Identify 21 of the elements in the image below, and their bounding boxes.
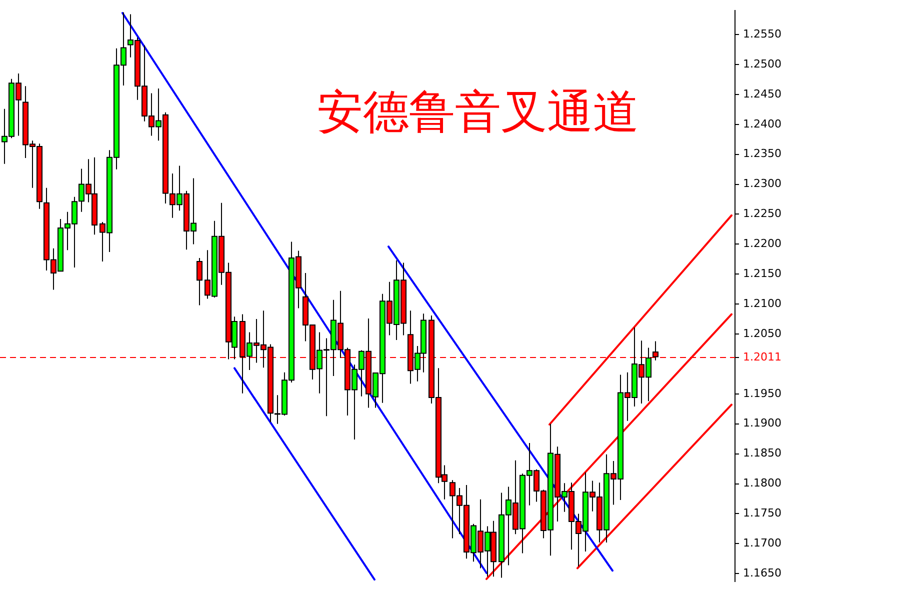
candlestick bbox=[196, 257, 202, 306]
y-tick-label: 1.2400 bbox=[743, 117, 782, 130]
y-tick-label: 1.1750 bbox=[743, 506, 782, 520]
y-tick-label: 1.1800 bbox=[743, 476, 782, 490]
ref-line-label: 1.2011 bbox=[743, 350, 782, 364]
y-tick-label: 1.2500 bbox=[743, 57, 782, 70]
y-tick-label: 1.1950 bbox=[743, 386, 782, 400]
y-tick-label: 1.2350 bbox=[743, 147, 782, 160]
y-tick-label: 1.2050 bbox=[743, 326, 782, 340]
y-tick-label: 1.2200 bbox=[743, 237, 782, 250]
y-tick-label: 1.2100 bbox=[743, 296, 782, 310]
y-tick-label: 1.2250 bbox=[743, 207, 782, 220]
y-tick-label: 1.2150 bbox=[743, 267, 782, 280]
y-tick-label: 1.1900 bbox=[743, 416, 782, 430]
y-tick-label: 1.2300 bbox=[743, 177, 782, 190]
text: 安德鲁音叉通道 bbox=[317, 86, 639, 138]
y-tick-label: 1.1650 bbox=[743, 566, 782, 580]
y-tick-label: 1.2550 bbox=[743, 27, 782, 40]
y-tick-label: 1.1850 bbox=[743, 446, 782, 460]
y-tick-label: 1.1700 bbox=[743, 536, 782, 550]
y-tick-label: 1.2450 bbox=[743, 87, 782, 100]
